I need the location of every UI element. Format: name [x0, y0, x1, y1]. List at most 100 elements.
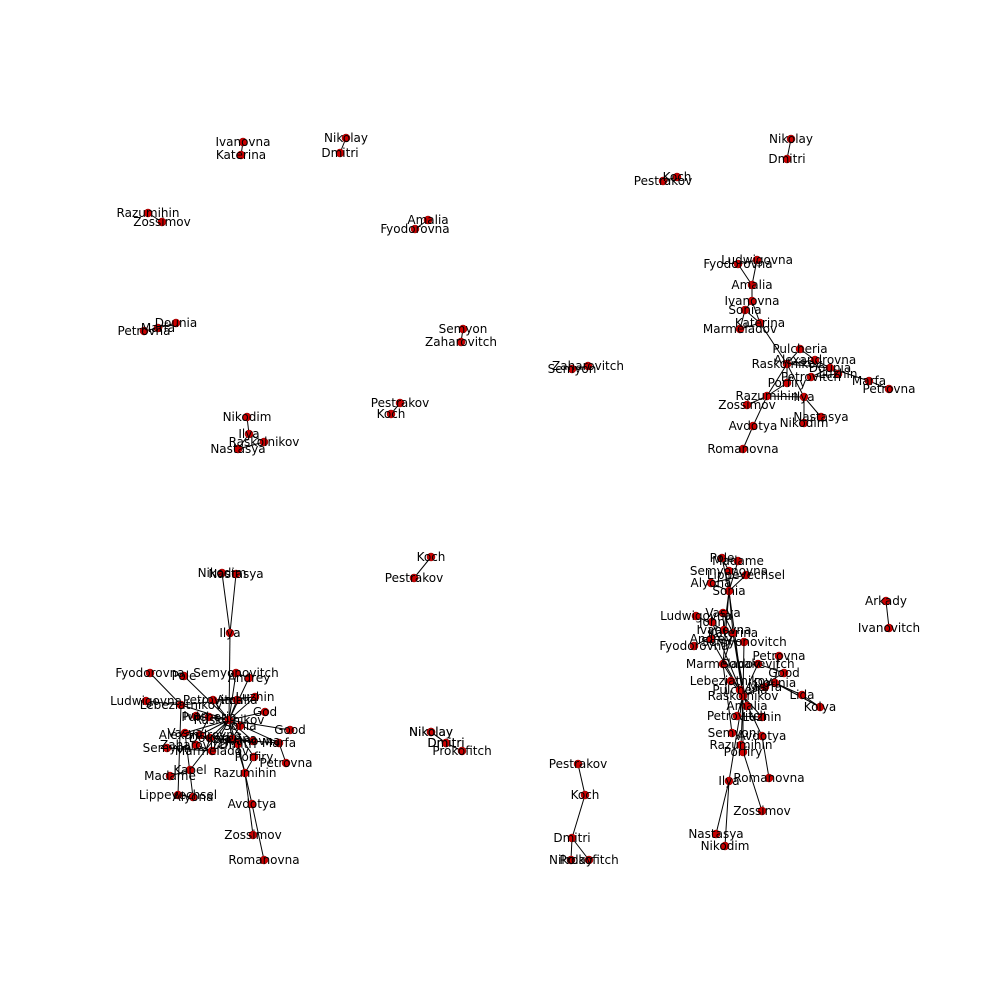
node-label-c19: Nastasya: [793, 410, 848, 424]
node-label-a11: Petrovna: [118, 324, 171, 338]
node-label-f1: Nikolay: [409, 725, 453, 739]
node-label-e31: Avdotya: [228, 797, 277, 811]
node-label-c5: Sonia: [728, 303, 761, 317]
node-label-c20: Nikodim: [780, 416, 829, 430]
graph-edge-c9-c10: [786, 359, 816, 365]
node-label-d3: Nikolay: [409, 725, 453, 739]
graph-node-e36: [204, 712, 214, 722]
graph-node-c21: [748, 421, 758, 431]
node-label-b2: Semyon: [548, 362, 597, 376]
node-label-e17: Ivanovna: [225, 734, 280, 748]
node-label-b3: Koch: [663, 170, 692, 184]
graph-edge-d1-d2: [413, 556, 432, 579]
node-label-c17: Ilya: [793, 390, 814, 404]
node-label-h15: Petrovna: [753, 649, 806, 663]
graph-edge-e11-e14: [228, 696, 256, 721]
graph-node-a5: [143, 208, 153, 218]
node-label-e33: Romanovna: [228, 853, 299, 867]
node-label-h30: Ilya: [718, 774, 739, 788]
graph-node-e23: [207, 746, 217, 756]
node-label-c8: Pulcheria: [772, 342, 827, 356]
node-label-h14: Fyodorovna: [659, 639, 728, 653]
graph-edge-c12-c23: [810, 373, 839, 378]
graph-node-a13: [456, 337, 466, 347]
graph-node-e12: [232, 695, 242, 705]
graph-node-g2: [580, 790, 590, 800]
graph-node-e2: [231, 569, 241, 579]
graph-node-b2: [567, 364, 577, 374]
node-label-e13: God: [253, 705, 277, 719]
graph-node-a18: [395, 398, 405, 408]
graph-node-e20: [274, 738, 284, 748]
graph-edge-e14-e17: [228, 719, 254, 742]
graph-node-e26: [240, 768, 250, 778]
graph-node-h26: [757, 731, 767, 741]
node-label-e15: Sonia: [223, 719, 256, 733]
node-label-c6: Katerina: [735, 316, 785, 330]
graph-node-a8: [410, 224, 420, 234]
graph-node-c1: [752, 255, 762, 265]
graph-edge-g3-g5: [571, 837, 590, 861]
graph-node-e32: [248, 830, 258, 840]
graph-node-h37: [735, 685, 745, 695]
node-label-e6: Semyonovitch: [193, 666, 278, 680]
node-label-f2: Dmitri: [427, 736, 464, 750]
node-label-e21: Semyon: [143, 741, 192, 755]
graph-node-e28: [165, 771, 175, 781]
graph-edge-h23-h30: [728, 695, 744, 782]
graph-node-h11: [728, 628, 738, 638]
graph-node-e13: [260, 707, 270, 717]
node-label-d1: Koch: [417, 550, 446, 564]
graph-node-i2: [884, 623, 894, 633]
graph-edge-e14-e23: [211, 719, 230, 752]
graph-node-h9: [707, 617, 717, 627]
node-label-e16: Good: [274, 723, 306, 737]
node-label-h7: Ludwigovna: [660, 609, 732, 623]
node-label-c10: Alexandrovna: [774, 353, 856, 367]
graph-edge-e27-e14: [189, 719, 230, 771]
node-label-a16: Raskolnikov: [229, 435, 300, 449]
node-label-e25: Petrovna: [260, 756, 313, 770]
graph-node-h35: [742, 701, 752, 711]
node-label-h24: Petrovitch: [707, 709, 767, 723]
graph-node-e37: [233, 739, 243, 749]
graph-node-c8: [795, 344, 805, 354]
graph-node-e9: [176, 700, 186, 710]
graph-node-a1: [238, 137, 248, 147]
graph-node-a19: [386, 409, 396, 419]
graph-edge-h11-h16: [722, 632, 734, 665]
node-label-c18: Zossimov: [718, 398, 776, 412]
node-label-h16: Marmeladov: [686, 657, 760, 671]
graph-edge-e29-e9: [177, 704, 182, 796]
node-label-g1: Pestrakov: [549, 757, 607, 771]
graph-node-h15: [774, 651, 784, 661]
node-label-a9: Dounia: [155, 316, 197, 330]
graph-node-e16: [285, 725, 295, 735]
graph-node-c7: [735, 324, 745, 334]
node-label-h26: Avdotya: [738, 729, 787, 743]
node-label-e2: Nastasya: [208, 567, 263, 581]
node-label-h5: Alyona: [691, 576, 732, 590]
graph-node-a9: [171, 318, 181, 328]
graph-node-e24: [249, 752, 259, 762]
graph-edge-e37-e26: [237, 743, 246, 774]
graph-edge-g1-g2: [577, 763, 586, 796]
graph-edge-h28-h32: [740, 744, 763, 812]
node-label-a5: Razumihin: [117, 206, 180, 220]
graph-node-c13: [864, 376, 874, 386]
graph-edge-c9-c11: [786, 363, 831, 369]
graph-edge-h30-h33: [715, 780, 730, 835]
graph-node-f1: [426, 727, 436, 737]
graph-node-g1: [573, 759, 583, 769]
graph-node-c9: [782, 359, 792, 369]
graph-edge-c17-c19: [803, 396, 822, 418]
node-label-a4: Dmitri: [321, 146, 358, 160]
graph-edge-h18-h17: [757, 663, 785, 674]
graph-edge-c16-c17: [766, 395, 805, 398]
graph-node-h3: [724, 566, 734, 576]
graph-node-h36: [760, 682, 770, 692]
node-label-h29: Porfiry: [724, 745, 763, 759]
graph-node-b5: [786, 134, 796, 144]
node-label-h18: Good: [768, 666, 800, 680]
